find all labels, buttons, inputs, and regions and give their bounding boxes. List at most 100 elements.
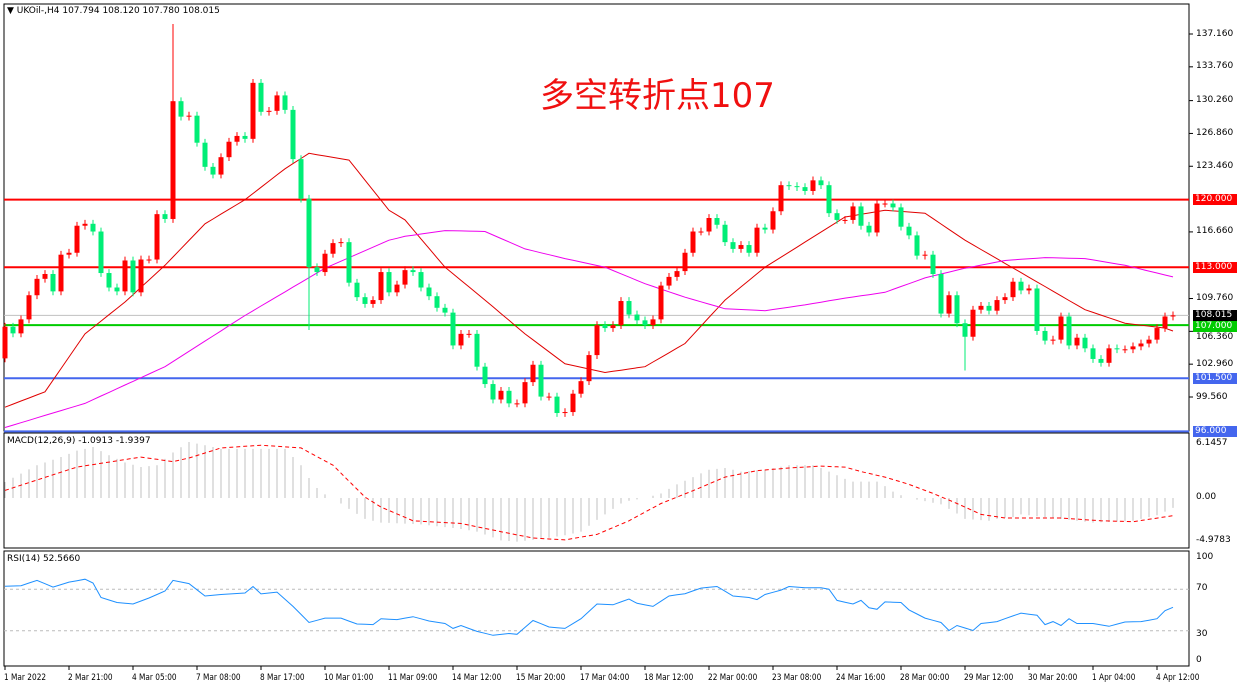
price-axis-label: 99.560 bbox=[1196, 391, 1228, 402]
candle-up bbox=[1122, 349, 1128, 351]
candle-down bbox=[194, 115, 200, 143]
candle-down bbox=[866, 225, 872, 233]
candle-down bbox=[1042, 330, 1048, 341]
candle-up bbox=[338, 242, 344, 244]
candle-up bbox=[690, 231, 696, 253]
macd-signal-line bbox=[4, 444, 1174, 541]
candle-up bbox=[322, 253, 328, 273]
candle-down bbox=[642, 320, 648, 326]
candle-up bbox=[522, 382, 528, 404]
candle-down bbox=[714, 218, 720, 225]
candle-down bbox=[890, 203, 896, 208]
candle-down bbox=[930, 254, 936, 274]
candle-down bbox=[202, 142, 208, 167]
candle-up bbox=[138, 259, 144, 293]
time-axis-label: 1 Mar 2022 bbox=[4, 673, 47, 683]
rsi-title: RSI(14) 52.5660 bbox=[7, 554, 81, 564]
macd-panel-frame bbox=[3, 432, 1190, 549]
candle-down bbox=[786, 185, 792, 187]
candle-up bbox=[1010, 281, 1016, 298]
candle-down bbox=[178, 101, 184, 117]
candle-down bbox=[802, 187, 808, 191]
candle-down bbox=[818, 180, 824, 186]
candle-up bbox=[146, 259, 152, 261]
candle-up bbox=[274, 95, 280, 111]
candle-down bbox=[954, 295, 960, 324]
candle-down bbox=[474, 333, 480, 367]
candle-down bbox=[426, 287, 432, 297]
price-axis-label: 130.260 bbox=[1196, 95, 1234, 106]
candle-down bbox=[1114, 348, 1120, 350]
candle-up bbox=[234, 135, 240, 142]
candle-up bbox=[682, 252, 688, 272]
candle-down bbox=[730, 242, 736, 249]
candle-up bbox=[34, 278, 40, 296]
candle-down bbox=[962, 323, 968, 337]
candle-up bbox=[978, 305, 984, 310]
candle-down bbox=[386, 272, 392, 293]
candle-up bbox=[82, 223, 88, 226]
ma-slow-line bbox=[4, 230, 1174, 428]
candle-up bbox=[618, 301, 624, 326]
candle-down bbox=[114, 287, 120, 292]
candle-down bbox=[794, 186, 800, 188]
rsi-axis-label: 100 bbox=[1196, 552, 1214, 562]
candle-up bbox=[66, 252, 72, 255]
candle-up bbox=[1154, 328, 1160, 340]
candle-up bbox=[250, 82, 256, 139]
macd-title: MACD(12,26,9) -1.0913 -1.9397 bbox=[7, 436, 151, 446]
candle-up bbox=[186, 115, 192, 117]
time-axis-label: 8 Mar 17:00 bbox=[260, 673, 305, 683]
price-axis-label: 137.160 bbox=[1196, 28, 1234, 39]
level-tag-107.000: 107.000 bbox=[1193, 320, 1237, 332]
price-axis-label: 126.860 bbox=[1196, 127, 1234, 138]
candle-up bbox=[842, 219, 848, 221]
candle-up bbox=[1002, 297, 1008, 301]
candle-down bbox=[1034, 288, 1040, 331]
candle-down bbox=[442, 307, 448, 313]
time-axis-label: 28 Mar 00:00 bbox=[900, 673, 950, 683]
candle-down bbox=[106, 273, 112, 288]
candle-up bbox=[778, 185, 784, 212]
time-axis-label: 10 Mar 01:00 bbox=[324, 673, 374, 683]
candle-down bbox=[722, 224, 728, 243]
candle-up bbox=[674, 271, 680, 277]
candle-up bbox=[466, 333, 472, 335]
candle-up bbox=[458, 333, 464, 346]
candle-down bbox=[1018, 281, 1024, 291]
candle-down bbox=[418, 272, 424, 288]
candle-up bbox=[498, 390, 504, 400]
candle-up bbox=[1026, 288, 1032, 291]
level-tag-108.015: 108.015 bbox=[1193, 309, 1237, 321]
candle-down bbox=[242, 135, 248, 139]
time-axis-label: 14 Mar 12:00 bbox=[452, 673, 502, 683]
candle-down bbox=[554, 396, 560, 414]
candle-up bbox=[922, 254, 928, 256]
time-axis-label: 29 Mar 12:00 bbox=[964, 673, 1014, 683]
collapse-triangle-icon[interactable]: ▼ bbox=[7, 6, 14, 16]
candle-down bbox=[450, 312, 456, 346]
candle-up bbox=[946, 295, 952, 314]
candle-up bbox=[658, 285, 664, 320]
candle-down bbox=[362, 297, 368, 304]
candle-up bbox=[738, 245, 744, 249]
candle-down bbox=[346, 242, 352, 283]
candle-down bbox=[762, 227, 768, 230]
time-axis-label: 15 Mar 20:00 bbox=[516, 673, 566, 683]
candle-down bbox=[602, 325, 608, 329]
rsi-axis-label: 70 bbox=[1196, 583, 1208, 593]
level-tag-113.000: 113.000 bbox=[1193, 261, 1237, 273]
candle-up bbox=[650, 319, 656, 326]
ohlc-high: 108.120 bbox=[102, 6, 140, 16]
candle-down bbox=[90, 223, 96, 232]
candle-up bbox=[562, 412, 568, 414]
candle-down bbox=[98, 231, 104, 274]
rsi-axis-label: 30 bbox=[1196, 629, 1208, 639]
candle-up bbox=[666, 276, 672, 286]
rsi-line bbox=[4, 578, 1174, 636]
candle-down bbox=[258, 82, 264, 112]
candle-up bbox=[402, 270, 408, 285]
ohlc-low: 107.780 bbox=[142, 6, 180, 16]
candle-up bbox=[26, 295, 32, 320]
candle-down bbox=[210, 166, 216, 175]
